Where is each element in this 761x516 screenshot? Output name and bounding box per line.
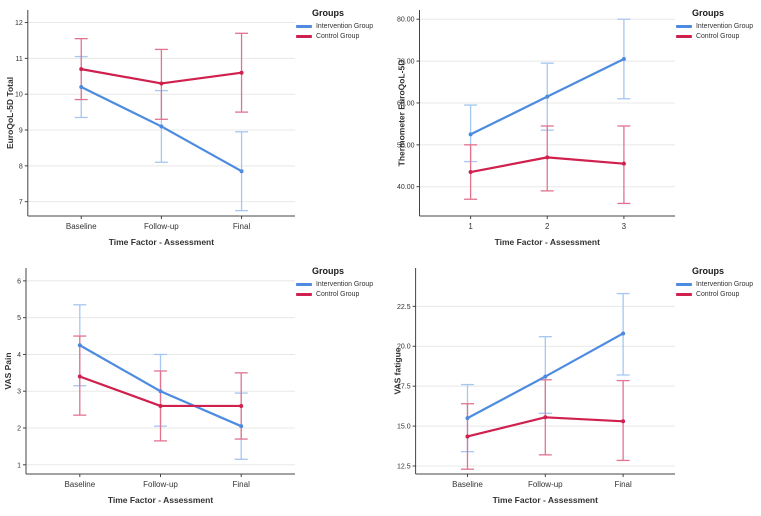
svg-text:2: 2 xyxy=(545,222,550,231)
intervention-line-swatch-icon xyxy=(296,283,312,286)
legend-label-intervention: Intervention Group xyxy=(696,281,754,288)
svg-text:10: 10 xyxy=(15,92,23,99)
svg-text:5: 5 xyxy=(17,315,21,322)
svg-text:Time Factor - Assessment: Time Factor - Assessment xyxy=(495,237,601,247)
legend-label-control: Control Group xyxy=(696,291,740,298)
axis-titles: Time Factor - Assessment VAS fatigue xyxy=(393,347,599,505)
svg-text:VAS Pain: VAS Pain xyxy=(3,352,13,389)
legend-item-intervention: Intervention Group xyxy=(296,23,380,30)
svg-text:12.5: 12.5 xyxy=(397,464,411,471)
svg-text:11: 11 xyxy=(16,56,23,63)
svg-text:3: 3 xyxy=(622,222,627,231)
legend-item-intervention: Intervention Group xyxy=(296,281,380,288)
svg-text:60.00: 60.00 xyxy=(397,100,415,107)
legend-title: Groups xyxy=(692,8,725,18)
series-lines xyxy=(77,343,244,429)
legend-item-intervention: Intervention Group xyxy=(676,281,760,288)
svg-text:Final: Final xyxy=(233,480,251,489)
svg-text:1: 1 xyxy=(468,222,473,231)
series-lines xyxy=(79,67,244,174)
axis-titles: Time Factor - Assessment VAS Pain xyxy=(3,352,213,505)
legend-label-control: Control Group xyxy=(316,291,360,298)
svg-text:Time Factor - Assessment: Time Factor - Assessment xyxy=(109,237,215,247)
svg-text:Final: Final xyxy=(614,480,632,489)
svg-text:20.0: 20.0 xyxy=(397,344,411,351)
legend-label-intervention: Intervention Group xyxy=(696,23,754,30)
legend-item-control: Control Group xyxy=(676,33,760,40)
tick-labels: 12.5 15.0 17.5 20.0 22.5 Baseline Follow-up Fin… xyxy=(397,304,632,489)
svg-text:Thermometer EuroQoL-5D: Thermometer EuroQoL-5D xyxy=(397,60,407,167)
legend-label-intervention: Intervention Group xyxy=(316,281,374,288)
svg-text:Time Factor - Assessment: Time Factor - Assessment xyxy=(108,495,214,505)
intervention-line-swatch-icon xyxy=(676,283,692,286)
svg-text:6: 6 xyxy=(17,278,21,285)
legend-item-control: Control Group xyxy=(296,291,380,298)
svg-text:Final: Final xyxy=(233,222,251,231)
error-bars xyxy=(73,304,248,460)
legend: Groups Intervention Group Control Group xyxy=(676,266,760,301)
series-lines xyxy=(465,331,626,439)
legend-label-control: Control Group xyxy=(696,33,740,40)
tick-labels: 1 2 3 4 5 6 Baseline Follow-up Final xyxy=(17,278,250,489)
svg-text:40.00: 40.00 xyxy=(397,184,415,191)
svg-text:VAS fatigue: VAS fatigue xyxy=(393,347,403,394)
error-bars xyxy=(460,292,630,470)
vas-fatigue-line-chart: 12.5 15.0 17.5 20.0 22.5 Baseline Follow-up Fin… xyxy=(393,268,675,505)
svg-text:1: 1 xyxy=(17,462,21,469)
svg-text:9: 9 xyxy=(19,128,23,135)
legend-title: Groups xyxy=(312,8,345,18)
svg-text:Follow-up: Follow-up xyxy=(144,222,179,231)
euroqol-5d-total-line-chart: 7 8 9 10 11 12 Baseline Follow-up Final Time Fact… xyxy=(5,10,295,247)
svg-text:22.5: 22.5 xyxy=(397,304,411,311)
svg-text:4: 4 xyxy=(17,352,21,359)
svg-text:EuroQoL-5D Total: EuroQoL-5D Total xyxy=(5,77,15,149)
svg-text:Follow-up: Follow-up xyxy=(143,480,178,489)
svg-text:Baseline: Baseline xyxy=(64,480,95,489)
chart-panel-vas-pain: 1 2 3 4 5 6 Baseline Follow-up Final Time Factor … xyxy=(0,258,380,516)
intervention-line-swatch-icon xyxy=(676,25,692,28)
axis-titles: Time Factor - Assessment Thermometer Euro… xyxy=(397,60,601,247)
legend: Groups Intervention Group Control Group xyxy=(676,8,760,43)
tick-labels: 7 8 9 10 11 12 Baseline Follow-up Final xyxy=(15,20,250,231)
series-lines xyxy=(468,56,626,175)
legend-label-intervention: Intervention Group xyxy=(316,23,374,30)
svg-text:3: 3 xyxy=(17,389,21,396)
svg-text:15.0: 15.0 xyxy=(397,424,411,431)
legend: Groups Intervention Group Control Group xyxy=(296,8,380,43)
control-line-swatch-icon xyxy=(296,293,312,296)
control-line-swatch-icon xyxy=(296,35,312,38)
legend-item-control: Control Group xyxy=(676,291,760,298)
svg-text:2: 2 xyxy=(17,426,21,433)
legend: Groups Intervention Group Control Group xyxy=(296,266,380,301)
svg-text:Baseline: Baseline xyxy=(66,222,97,231)
tick-labels: 40.00 50.00 60.00 70.00 80.00 1 2 3 xyxy=(397,17,627,231)
chart-panel-vas-fatigue: 12.5 15.0 17.5 20.0 22.5 Baseline Follow-up Fin… xyxy=(380,258,761,516)
svg-text:7: 7 xyxy=(19,199,23,206)
svg-text:70.00: 70.00 xyxy=(397,59,415,66)
legend-item-intervention: Intervention Group xyxy=(676,23,760,30)
chart-panel-euroqol-total: 7 8 9 10 11 12 Baseline Follow-up Final Time Fact… xyxy=(0,0,380,258)
svg-text:8: 8 xyxy=(19,163,23,170)
legend-item-control: Control Group xyxy=(296,33,380,40)
control-line-swatch-icon xyxy=(676,35,692,38)
svg-text:Time Factor - Assessment: Time Factor - Assessment xyxy=(493,495,599,505)
svg-text:Baseline: Baseline xyxy=(452,480,483,489)
legend-label-control: Control Group xyxy=(316,33,360,40)
control-line-swatch-icon xyxy=(676,293,692,296)
axis-titles: Time Factor - Assessment EuroQoL-5D Total xyxy=(5,77,214,247)
error-bars xyxy=(74,32,249,212)
chart-panel-thermometer-euroqol: 40.00 50.00 60.00 70.00 80.00 1 2 3 Time Factor … xyxy=(380,0,761,258)
svg-text:80.00: 80.00 xyxy=(397,17,415,24)
svg-text:12: 12 xyxy=(15,20,23,27)
svg-text:50.00: 50.00 xyxy=(397,142,415,149)
error-bars xyxy=(464,18,631,205)
vas-pain-line-chart: 1 2 3 4 5 6 Baseline Follow-up Final Time Factor … xyxy=(3,268,295,505)
legend-title: Groups xyxy=(692,266,725,276)
legend-title: Groups xyxy=(312,266,345,276)
intervention-line-swatch-icon xyxy=(296,25,312,28)
thermometer-euroqol-5d-line-chart: 40.00 50.00 60.00 70.00 80.00 1 2 3 Time Factor … xyxy=(397,10,675,247)
svg-text:Follow-up: Follow-up xyxy=(528,480,563,489)
svg-text:17.5: 17.5 xyxy=(397,384,411,391)
